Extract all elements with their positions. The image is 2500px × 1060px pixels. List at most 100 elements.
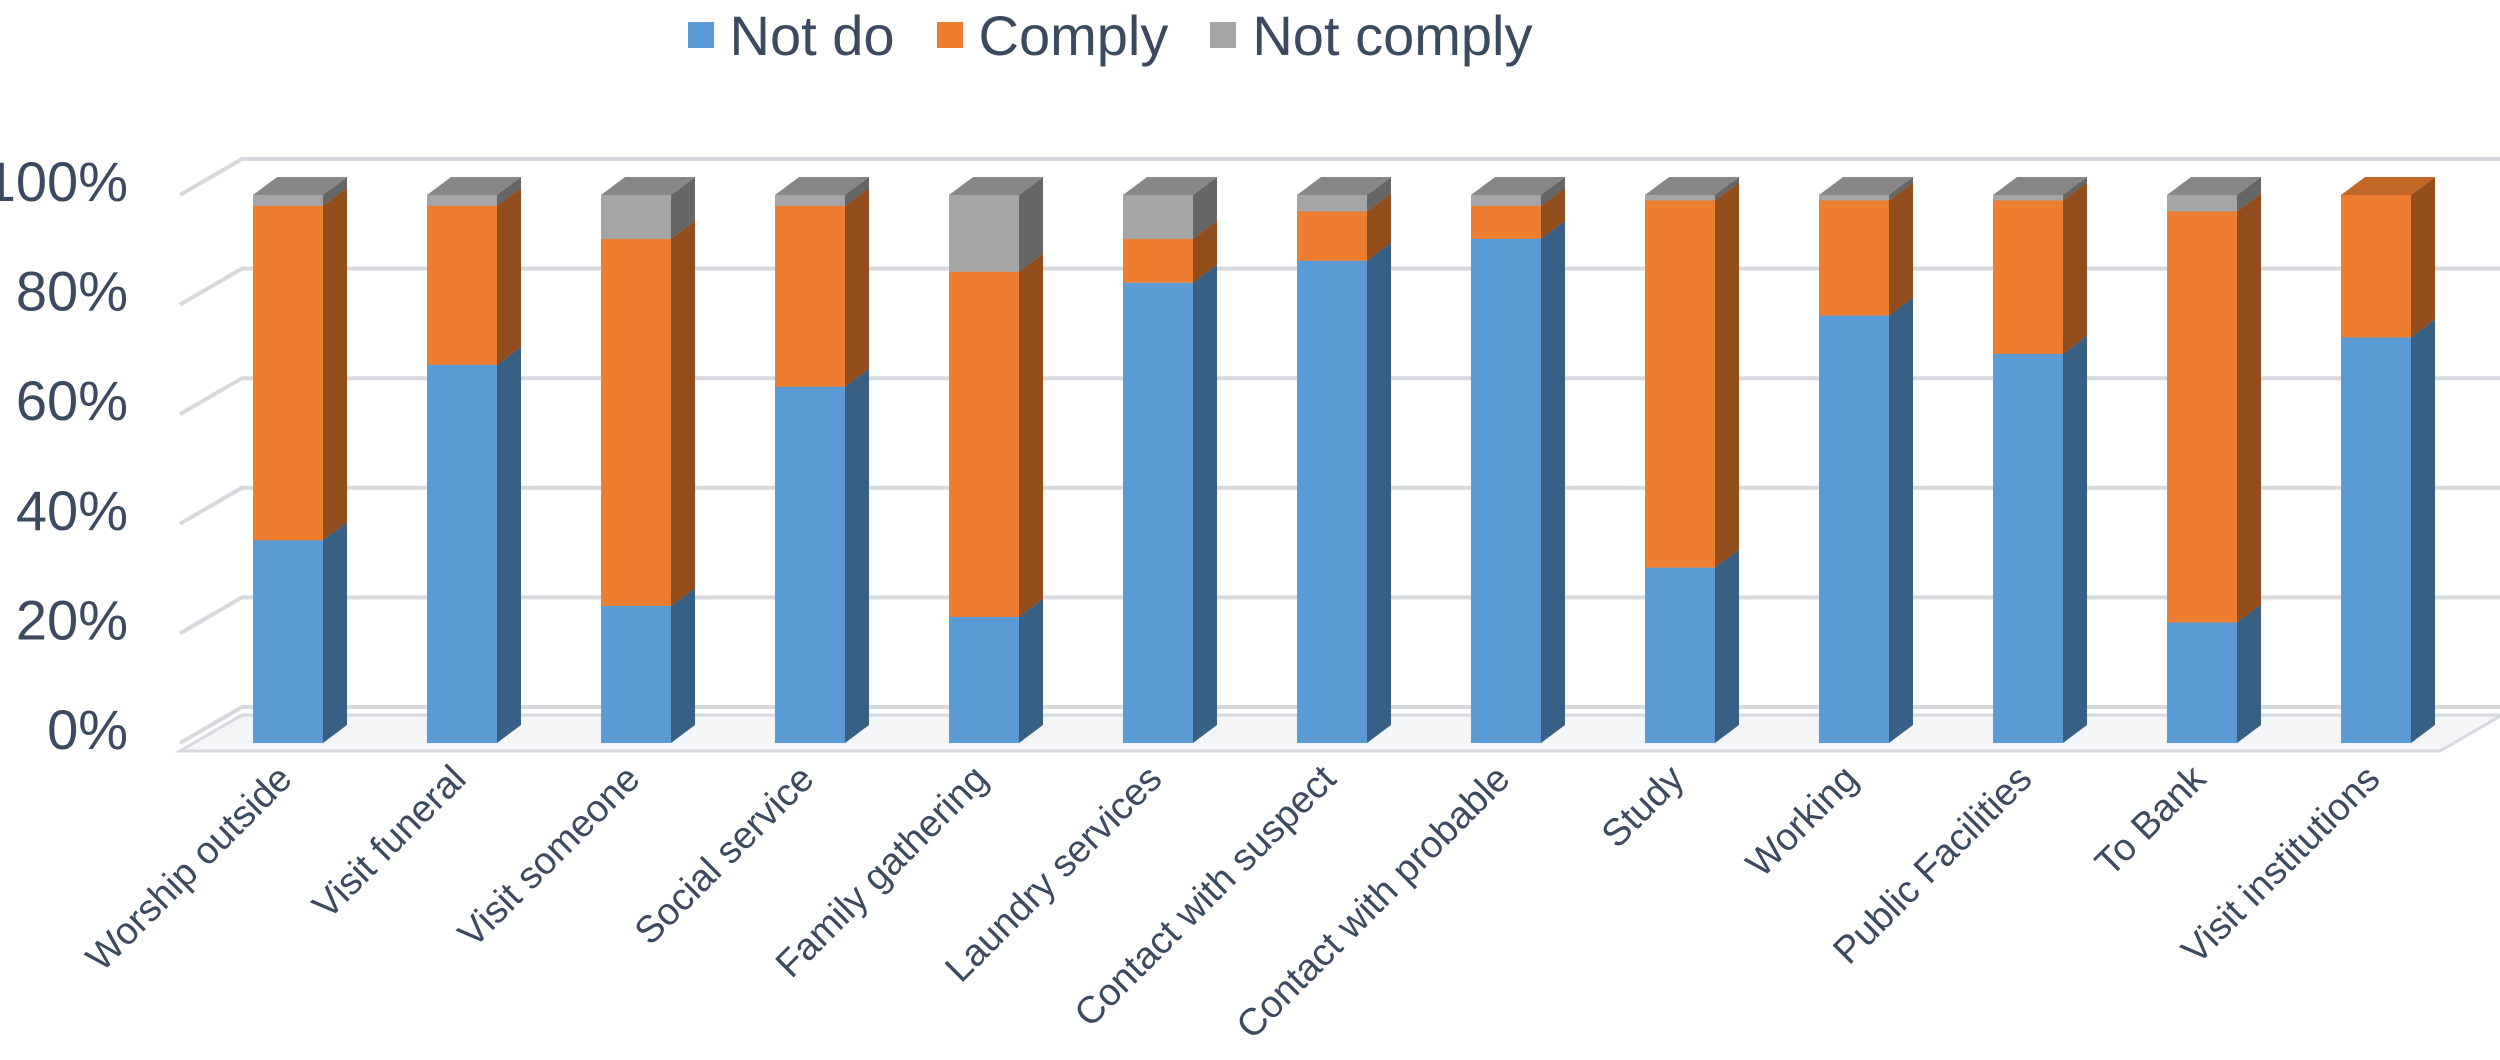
bar-segment[interactable] [427,364,497,743]
bar-stack[interactable] [2341,177,2435,743]
bar-segment[interactable] [775,386,845,743]
bar-segment[interactable] [2167,622,2237,743]
bar-segment[interactable] [1645,195,1715,201]
bar-segment[interactable] [2167,211,2237,623]
bar-segment-side [845,187,869,387]
bar-segment[interactable] [1471,205,1541,239]
bar-segment-side [671,220,695,606]
bar-stack[interactable] [1471,177,1565,744]
bar-segment[interactable] [427,205,497,365]
y-axis-ticks: 0% 20% 40% 60% 80% 100% [0,150,128,761]
bar-segment-side [1541,187,1565,239]
bar-segment[interactable] [2341,337,2411,743]
bar-segment[interactable] [2167,195,2237,212]
bar-segment-top [775,177,869,195]
bar-segment[interactable] [601,238,671,606]
bar-segment-side [2063,335,2087,743]
bar-segment[interactable] [2341,195,2411,338]
bar-segment[interactable] [253,540,323,743]
legend-item-not-do[interactable]: Not do [687,3,895,68]
legend-swatch-comply [936,22,963,48]
bar-segment-side [1889,182,1913,316]
bar-segment[interactable] [1993,200,2063,354]
bar-segment-side [2411,319,2435,743]
legend-swatch-not-comply [1210,22,1237,48]
bar-segment[interactable] [601,195,671,239]
bar-segment[interactable] [775,205,845,387]
bar-segment-side [1019,598,1043,743]
legend-item-not-comply[interactable]: Not comply [1210,3,1532,68]
bar-segment-side [1367,193,1391,261]
bar-segment-side [1715,182,1739,568]
bar-stack[interactable] [601,177,695,743]
x-tick-label: Social service [627,758,822,953]
bar-segment-top [253,177,347,195]
legend-label-comply: Comply [978,3,1169,67]
bar-segment[interactable] [1297,211,1367,261]
bar-stack[interactable] [949,177,1043,743]
bar-segment-side [323,522,347,743]
bar-segment-top [427,177,521,195]
bar-segment[interactable] [949,195,1019,272]
bar-segment-side [1019,177,1043,272]
bar-segment[interactable] [601,606,671,743]
bar-segment[interactable] [949,271,1019,617]
bar-stack[interactable] [427,177,521,743]
bar-stack[interactable] [1645,177,1739,743]
bar-segment[interactable] [1993,195,2063,201]
bar-segment[interactable] [1819,315,1889,743]
bar-segment[interactable] [1819,200,1889,316]
bar-segment[interactable] [253,205,323,541]
bar-stack[interactable] [253,177,347,743]
y-tick-label: 0% [47,698,128,761]
gridline [178,485,2500,526]
bar-segment[interactable] [1993,353,2063,743]
bar-segment-top [2341,177,2435,195]
x-tick-label: Study [1594,758,1692,856]
bar-segment[interactable] [949,616,1019,743]
bar-stack[interactable] [1123,177,1217,743]
bar-segment[interactable] [1123,282,1193,743]
bar-segment-side [2237,604,2261,743]
legend-item-comply[interactable]: Comply [936,3,1169,68]
bar-segment[interactable] [1297,260,1367,743]
bar-segment[interactable] [1123,238,1193,283]
bar-segment-side [323,187,347,541]
bar-segment-side [1715,549,1739,743]
bar-stack[interactable] [1297,177,1391,743]
bar-segment[interactable] [1471,195,1541,206]
x-tick-label: To Bank [2088,757,2215,884]
bar-segment[interactable] [1123,195,1193,239]
bar-segment-top [1123,177,1217,195]
bar-segment-side [845,368,869,743]
bar-segment[interactable] [1645,567,1715,743]
bar-stack[interactable] [2167,177,2261,743]
bar-segment[interactable] [1297,195,1367,212]
bar-segment[interactable] [253,195,323,206]
bar-segment[interactable] [1645,200,1715,568]
bar-stack[interactable] [775,177,869,743]
bar-segment-side [1193,220,1217,283]
bars [253,177,2435,744]
bar-segment-side [671,177,695,239]
bar-segment-side [2237,193,2261,623]
y-tick-label: 100% [0,150,128,213]
bar-segment-top [2167,177,2261,195]
bar-segment-side [1889,297,1913,743]
bar-segment-side [671,588,695,743]
bar-segment-side [2063,177,2087,201]
legend: Not do Comply Not comply [0,0,2360,70]
bar-stack[interactable] [1819,177,1913,743]
bar-segment[interactable] [427,195,497,206]
bar-segment-side [1019,253,1043,617]
gridline [178,376,2500,416]
bar-segment[interactable] [775,195,845,206]
bar-segment[interactable] [1471,238,1541,743]
bar-segment[interactable] [1819,195,1889,201]
bar-segment-top [601,177,695,195]
bar-segment-side [1193,177,1217,239]
bar-segment-side [1541,177,1565,206]
bar-segment-side [497,187,521,365]
bar-stack[interactable] [1993,177,2087,743]
